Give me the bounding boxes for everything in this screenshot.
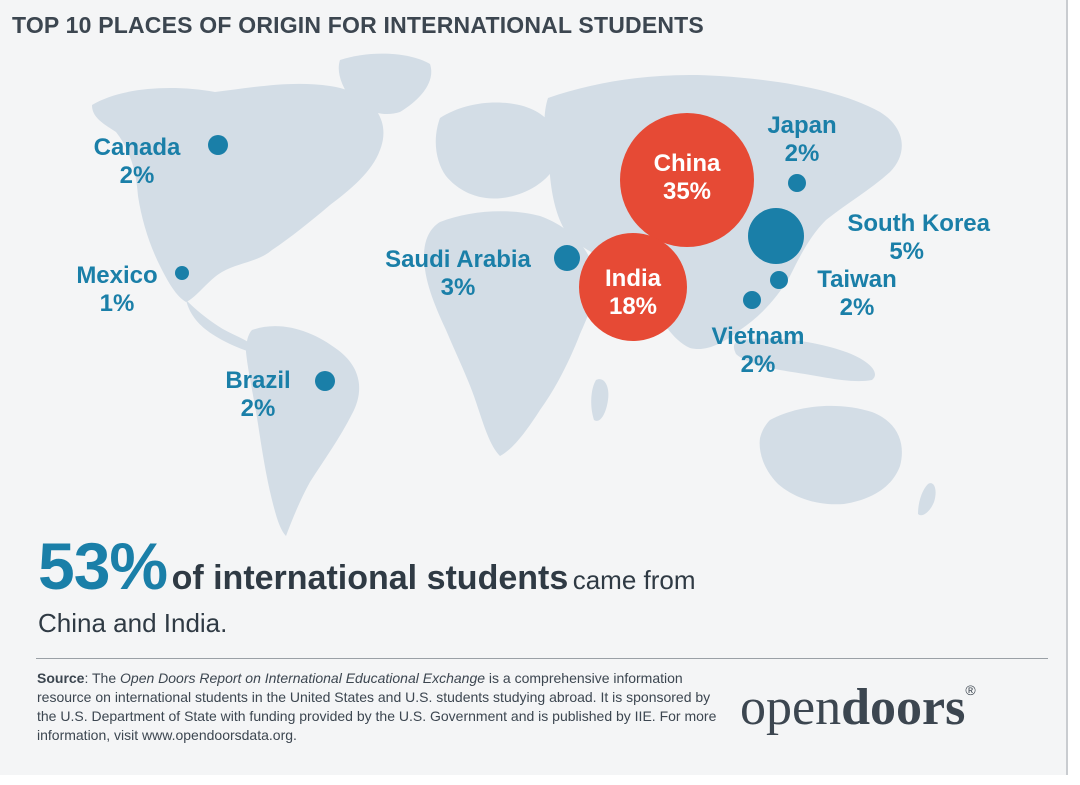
bubble-saudi-arabia: [554, 245, 580, 271]
logo-light-text: open: [740, 679, 842, 736]
bubble-china: [620, 113, 754, 247]
source-note: Source: The Open Doors Report on Interna…: [37, 669, 727, 745]
label-mexico: Mexico 1%: [62, 262, 172, 318]
label-south-korea-pct: 5%: [889, 238, 924, 265]
headline-bold-text: of international students: [171, 559, 569, 597]
label-taiwan-name: Taiwan: [817, 266, 897, 293]
divider: [36, 658, 1048, 659]
headline-line-2: China and India.: [38, 608, 228, 638]
southeast-asia-islands: [733, 338, 876, 382]
label-japan: Japan 2%: [752, 112, 852, 168]
bubble-mexico: [175, 266, 189, 280]
source-label: Source: [37, 670, 85, 686]
label-south-korea-name: South Korea: [847, 210, 990, 237]
label-canada-name: Canada: [93, 134, 181, 161]
greenland-landmass: [338, 53, 432, 115]
north-america-landmass: [92, 83, 384, 302]
world-map: [92, 53, 936, 536]
label-brazil-name: Brazil: [225, 367, 291, 394]
label-brazil: Brazil 2%: [214, 367, 302, 423]
label-vietnam-pct: 2%: [740, 351, 776, 378]
central-america-landmass: [186, 300, 254, 352]
opendoors-logo: opendoors®: [740, 678, 976, 737]
label-mexico-name: Mexico: [76, 262, 158, 289]
source-intro: : The: [84, 670, 121, 686]
label-saudi-arabia: Saudi Arabia 3%: [368, 246, 548, 302]
japan-landmass: [818, 173, 841, 222]
source-body: is a comprehensive information resource …: [37, 670, 717, 743]
headline-percent: 53%: [38, 529, 168, 603]
australia-landmass: [759, 405, 902, 505]
bubble-taiwan: [770, 271, 788, 289]
label-saudi-arabia-pct: 3%: [440, 274, 476, 301]
bubble-south-korea: [748, 208, 804, 264]
bubble-canada: [208, 135, 228, 155]
bubble-japan: [788, 174, 806, 192]
label-taiwan-pct: 2%: [839, 294, 875, 321]
bubble-vietnam: [743, 291, 761, 309]
label-taiwan: Taiwan 2%: [802, 266, 912, 322]
label-china-name: China: [653, 150, 721, 177]
headline-light-text: came from: [572, 565, 696, 595]
label-japan-name: Japan: [767, 112, 837, 139]
label-saudi-arabia-name: Saudi Arabia: [385, 246, 531, 273]
label-vietnam: Vietnam 2%: [698, 323, 818, 379]
madagascar-landmass: [591, 379, 609, 421]
label-vietnam-name: Vietnam: [711, 323, 805, 350]
label-brazil-pct: 2%: [240, 395, 276, 422]
label-india-name: India: [604, 265, 661, 292]
bubble-brazil: [315, 371, 335, 391]
bubble-india: [579, 233, 687, 341]
label-canada-pct: 2%: [119, 162, 155, 189]
label-mexico-pct: 1%: [99, 290, 135, 317]
label-china-pct: 35%: [662, 178, 712, 205]
label-india-pct: 18%: [608, 293, 658, 320]
source-report-title: Open Doors Report on International Educa…: [120, 670, 486, 686]
label-india: India 18%: [583, 265, 683, 321]
registered-mark: ®: [965, 682, 976, 698]
page-title: TOP 10 PLACES OF ORIGIN FOR INTERNATIONA…: [12, 12, 704, 38]
label-south-korea: South Korea 5%: [806, 210, 990, 266]
new-zealand-landmass: [918, 483, 936, 516]
headline: 53% of international students came from: [38, 528, 696, 604]
africa-landmass: [424, 211, 596, 456]
south-america-landmass: [246, 326, 360, 536]
label-china: China 35%: [625, 150, 749, 206]
logo-bold-text: doors: [841, 679, 966, 736]
europe-landmass: [435, 102, 561, 199]
label-japan-pct: 2%: [784, 140, 820, 167]
label-canada: Canada 2%: [82, 134, 192, 190]
